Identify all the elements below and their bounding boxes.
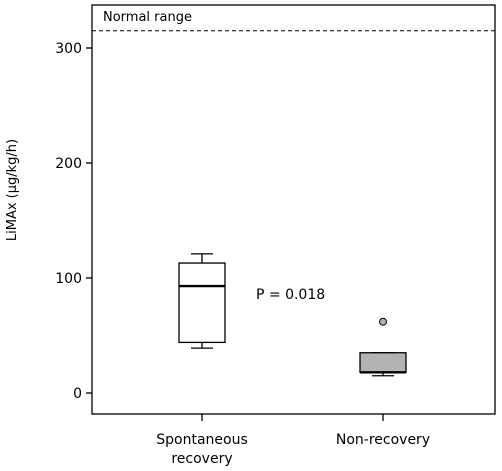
plot-frame (91, 4, 496, 415)
box-group (178, 253, 226, 349)
y-tick-label: 200 (55, 156, 82, 172)
outlier-point (379, 317, 387, 326)
x-category-label: recovery (171, 451, 232, 467)
box-group (359, 317, 407, 377)
p-value-annotation: P = 0.018 (256, 287, 325, 303)
iqr-box (359, 352, 407, 373)
x-category-label: Spontaneous (156, 432, 248, 448)
y-tick-label: 300 (55, 41, 82, 57)
y-tick-label: 100 (55, 271, 82, 287)
x-axis: Spontaneous recovery Non-recovery (156, 414, 430, 467)
reference-line-label: Normal range (103, 10, 192, 25)
x-category-label: Non-recovery (336, 432, 430, 448)
box-marks (92, 30, 495, 377)
y-axis: 0 100 200 300 (55, 41, 92, 402)
iqr-box (178, 262, 226, 344)
y-axis-label: LiMAx (µg/kg/h) (5, 139, 20, 241)
y-tick-label: 0 (73, 386, 82, 402)
